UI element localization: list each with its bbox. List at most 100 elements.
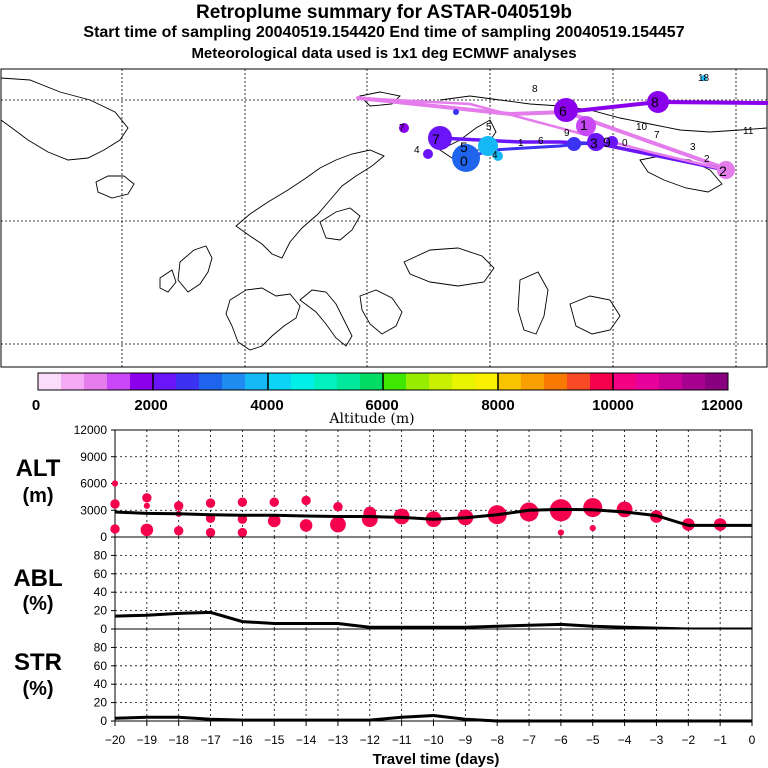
alt-mean-line <box>114 507 752 527</box>
alt-cluster-dot <box>237 527 248 538</box>
map-label: 7 <box>399 123 405 134</box>
alt-cluster-dot <box>269 497 279 507</box>
abl-ytick-labels: 0 20 40 60 80 <box>94 548 115 636</box>
y-tick-label: 20 <box>94 696 108 710</box>
alt-cluster-dot <box>330 516 346 533</box>
map-label: 0 <box>622 138 628 149</box>
colorbar-tick: 4000 <box>250 397 283 414</box>
abl-panel-label: ABL <box>13 565 62 592</box>
alt-panel: 0 3000 6000 9000 12000 ALT (m) <box>16 423 753 544</box>
y-tick-label: 60 <box>94 567 108 581</box>
map-cluster-label: 2 <box>719 163 727 179</box>
map-label: 3 <box>690 142 696 153</box>
colorbar-swatch <box>406 373 430 390</box>
colorbar-ticks: 0 2000 4000 6000 8000 10000 12000 <box>32 397 743 414</box>
colorbar-tick: 2000 <box>134 397 167 414</box>
alt-cluster-dot <box>299 519 313 532</box>
x-tick-label: −16 <box>232 733 253 747</box>
map-label: 11 <box>743 126 754 137</box>
map-cluster-label: 1 <box>580 117 588 133</box>
cluster-marker <box>493 151 503 161</box>
str-panel: 0 20 40 60 80 STR (%) <box>14 628 753 728</box>
map-label: 4 <box>492 150 498 161</box>
cluster-marker <box>554 98 578 122</box>
alt-cluster-dot <box>519 502 539 522</box>
y-tick-label: 6000 <box>80 477 107 491</box>
colorbar-swatch <box>613 373 637 390</box>
map-label: 7 <box>654 130 660 141</box>
map-cluster-label: 3 <box>590 135 598 151</box>
map-cluster-label: 0 <box>460 153 468 169</box>
colorbar-swatch <box>544 373 568 390</box>
alt-cluster-dot <box>301 495 311 506</box>
cluster-marker <box>587 133 605 151</box>
str-line <box>114 713 752 723</box>
colorbar-swatch <box>130 373 154 390</box>
colorbar-swatch <box>452 373 476 390</box>
alt-cluster-dot <box>110 524 120 534</box>
cluster-marker <box>717 161 735 179</box>
alt-cluster-dot <box>142 493 152 503</box>
abl-line <box>114 610 752 631</box>
x-tick-label: −20 <box>105 733 126 747</box>
x-tick-label: −11 <box>392 733 412 747</box>
y-tick-label: 80 <box>94 548 108 562</box>
colorbar-label: Altitude (m) <box>328 411 414 427</box>
cluster-marker <box>606 136 618 148</box>
x-tick-label: −19 <box>137 733 158 747</box>
colorbar-swatch <box>176 373 200 390</box>
y-tick-label: 12000 <box>74 423 108 437</box>
colorbar-swatch <box>429 373 453 390</box>
x-tick-label: −9 <box>459 733 473 747</box>
alt-cluster-dot <box>140 523 154 537</box>
cluster-marker <box>453 109 459 115</box>
y-tick-label: 0 <box>100 530 107 544</box>
x-tick-label: −7 <box>522 733 536 747</box>
colorbar-swatch <box>291 373 315 390</box>
x-tick-label: 0 <box>749 733 756 747</box>
greenland-coast <box>0 77 129 161</box>
alt-cluster-dot <box>589 524 596 532</box>
map-label: 6 <box>538 136 544 147</box>
alt-cluster-dot <box>174 526 184 536</box>
x-tick-label: −13 <box>328 733 349 747</box>
cluster-marker <box>428 126 452 150</box>
x-tick-label: −6 <box>554 733 568 747</box>
x-tick-label: −17 <box>200 733 221 747</box>
y-tick-label: 40 <box>94 677 108 691</box>
ireland-coast <box>159 269 177 293</box>
colorbar-swatch <box>245 373 269 390</box>
colorbar-swatch <box>636 373 660 390</box>
trajectory-1 <box>356 96 726 170</box>
balkans-coast <box>359 289 403 335</box>
caspian-coast <box>517 271 549 335</box>
x-tick-label: −2 <box>681 733 695 747</box>
colorbar-swatch <box>268 373 292 390</box>
cluster-marker <box>647 91 669 113</box>
y-tick-label: 20 <box>94 604 108 618</box>
alt-cluster-dot <box>557 529 565 536</box>
alt-cluster-dot <box>174 501 184 511</box>
str-ytick-labels: 0 20 40 60 80 <box>94 640 115 728</box>
colorbar-swatch <box>705 373 729 390</box>
map-cluster-label: 5 <box>460 139 468 155</box>
cluster-marker <box>399 123 409 133</box>
colorbar-tick: 8000 <box>481 397 514 414</box>
colorbar-swatch <box>337 373 361 390</box>
alt-panel-unit: (m) <box>22 485 53 507</box>
cluster-marker <box>452 144 480 172</box>
alt-gridlines <box>115 430 752 537</box>
plot-title: Retroplume summary for ASTAR-040519b <box>196 2 572 23</box>
x-axis-title: Travel time (days) <box>373 751 500 768</box>
trajectory-5 <box>356 96 728 172</box>
y-tick-label: 40 <box>94 585 108 599</box>
alt-cluster-dot <box>111 480 119 487</box>
map-label: 1 <box>518 138 524 149</box>
x-tick-label: −3 <box>650 733 664 747</box>
map-panel: 8 11 10 7 3 2 6 9 5 4 4 7 1 18 0 7 5 0 1… <box>0 68 768 368</box>
y-tick-label: 0 <box>100 714 107 728</box>
alt-cluster-dot <box>205 498 216 508</box>
x-tick-label: −1 <box>713 733 727 747</box>
y-tick-label: 80 <box>94 640 108 654</box>
alt-cluster-dot <box>143 502 150 509</box>
